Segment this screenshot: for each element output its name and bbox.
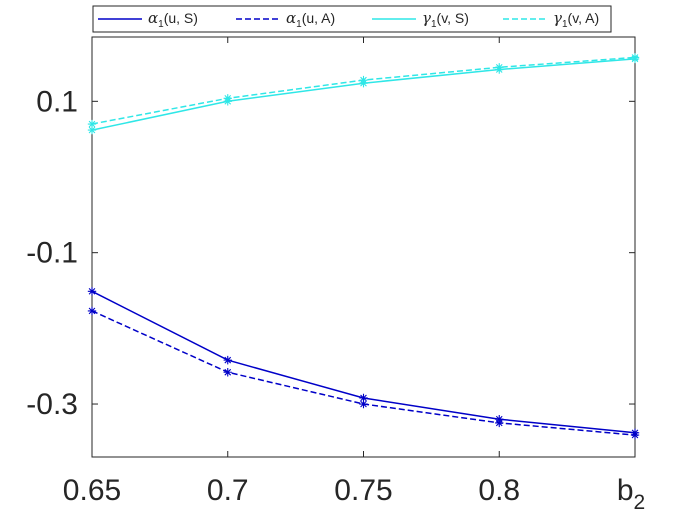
series-1-ua xyxy=(87,306,640,440)
data-point-marker xyxy=(87,287,97,296)
legend-entry: γ1(v, A) xyxy=(503,9,599,30)
data-point-marker xyxy=(630,53,640,62)
x-tick-label: 0.7 xyxy=(207,474,249,507)
data-point-marker xyxy=(223,355,232,365)
data-point-marker xyxy=(223,94,232,103)
series-layer xyxy=(87,53,640,440)
data-point-marker xyxy=(630,430,640,440)
legend-label: α1(u, A) xyxy=(286,9,335,30)
data-point-marker xyxy=(359,393,368,403)
y-axis: -0.3 -0.1 0.1 xyxy=(26,85,635,421)
data-point-marker xyxy=(359,75,368,85)
data-point-marker xyxy=(87,306,97,316)
legend-label: γ1(v, S) xyxy=(422,9,469,30)
data-point-marker xyxy=(495,63,504,72)
legend-label: γ1(v, A) xyxy=(553,9,599,30)
data-point-marker xyxy=(223,368,232,377)
data-point-marker xyxy=(87,125,97,135)
y-tick-label: -0.1 xyxy=(26,237,78,270)
y-tick-label: 0.1 xyxy=(36,85,78,118)
series-1-va xyxy=(87,53,640,129)
data-point-marker xyxy=(87,119,97,129)
x-tick-label: b2 xyxy=(617,474,645,514)
legend-entry: α1(u, A) xyxy=(236,9,335,30)
legend-entry: γ1(v, S) xyxy=(372,9,469,30)
data-point-marker xyxy=(359,399,368,409)
x-axis: 0.65 0.7 0.75 0.8 b2 xyxy=(63,37,645,514)
data-point-marker xyxy=(495,418,504,428)
x-tick-label: 0.75 xyxy=(334,474,392,507)
legend-entry: α1(u, S) xyxy=(98,9,198,30)
legend-label: α1(u, S) xyxy=(148,9,198,30)
x-tick-label: 0.65 xyxy=(63,474,121,507)
legend: α1(u, S) α1(u, A) γ1(v, S) γ1(v, A) xyxy=(92,5,612,33)
x-tick-label: 0.8 xyxy=(478,474,520,507)
y-tick-label: -0.3 xyxy=(26,388,78,421)
